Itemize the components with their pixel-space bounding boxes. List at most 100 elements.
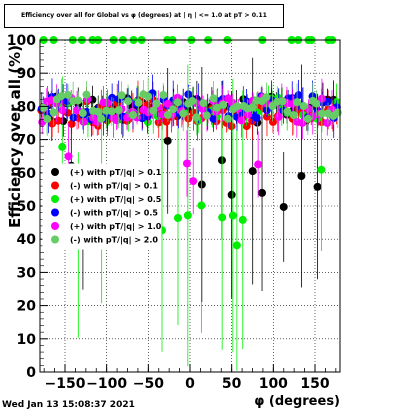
data-point bbox=[317, 109, 326, 118]
data-point bbox=[43, 114, 52, 123]
data-point bbox=[312, 99, 321, 108]
x-tick-label: −150 bbox=[45, 376, 86, 392]
data-point bbox=[117, 91, 126, 100]
data-point bbox=[293, 98, 302, 107]
data-point bbox=[189, 177, 198, 186]
data-point bbox=[199, 99, 208, 108]
data-point bbox=[298, 118, 307, 127]
data-point bbox=[244, 110, 253, 119]
data-point bbox=[323, 118, 332, 127]
data-point bbox=[219, 100, 228, 109]
data-point bbox=[333, 108, 342, 117]
legend-marker bbox=[51, 235, 59, 244]
data-point bbox=[188, 97, 197, 106]
data-point bbox=[58, 142, 67, 151]
y-tick-label: 80 bbox=[17, 99, 37, 115]
data-point bbox=[202, 111, 211, 120]
data-point bbox=[278, 97, 287, 106]
legend-label: (+) with pT/|q| > 1.0 bbox=[70, 222, 162, 231]
title-box: Efficiency over all for Global vs φ (deg… bbox=[4, 4, 284, 28]
data-point bbox=[252, 113, 261, 122]
data-point bbox=[237, 116, 246, 125]
data-point bbox=[258, 188, 267, 197]
data-point bbox=[248, 103, 257, 112]
y-axis: 0 10 20 30 40 50 60 70 80 90 100 bbox=[7, 33, 48, 381]
data-point bbox=[122, 113, 131, 122]
data-point bbox=[262, 93, 271, 102]
data-point bbox=[57, 92, 66, 101]
data-point bbox=[112, 116, 121, 125]
x-tick-label: 150 bbox=[300, 376, 329, 392]
y-tick-label: 90 bbox=[17, 66, 37, 82]
data-point bbox=[227, 190, 236, 199]
data-point bbox=[274, 112, 283, 121]
data-point bbox=[103, 99, 112, 108]
data-point bbox=[228, 211, 237, 220]
data-point bbox=[124, 97, 133, 106]
y-tick-label: 20 bbox=[17, 299, 37, 315]
data-point bbox=[64, 90, 73, 99]
data-point bbox=[74, 96, 83, 105]
data-point bbox=[97, 114, 106, 123]
data-point bbox=[299, 102, 308, 111]
data-point bbox=[93, 107, 102, 116]
legend-marker bbox=[51, 168, 59, 176]
data-point bbox=[163, 136, 172, 145]
data-point bbox=[152, 99, 161, 108]
y-tick-label: 40 bbox=[17, 232, 37, 248]
y-tick-label: 60 bbox=[17, 166, 37, 182]
data-point bbox=[213, 103, 222, 112]
data-point bbox=[279, 202, 288, 211]
data-point bbox=[313, 182, 322, 191]
x-axis-label: φ (degrees) bbox=[254, 394, 340, 409]
legend-label: (+) with pT/|q| > 0.1 bbox=[70, 168, 162, 177]
data-point bbox=[134, 98, 143, 107]
y-tick-label: 30 bbox=[17, 265, 37, 281]
data-point bbox=[144, 92, 153, 101]
timestamp: Wed Jan 13 15:08:37 2021 bbox=[2, 400, 135, 410]
x-tick-label: 100 bbox=[259, 376, 288, 392]
data-point bbox=[238, 215, 247, 224]
legend-marker bbox=[51, 208, 59, 217]
data-point bbox=[179, 109, 188, 118]
data-point bbox=[254, 160, 263, 169]
y-tick-label: 50 bbox=[17, 199, 37, 215]
y-tick-label: 70 bbox=[17, 133, 37, 149]
data-point bbox=[242, 122, 251, 131]
data-point bbox=[218, 213, 227, 222]
legend-marker bbox=[51, 222, 59, 230]
x-tick-label: −50 bbox=[133, 376, 164, 392]
data-point bbox=[297, 172, 306, 181]
data-point bbox=[197, 180, 206, 189]
data-point bbox=[173, 98, 182, 107]
y-tick-label: 10 bbox=[17, 332, 37, 348]
data-point bbox=[82, 90, 91, 99]
data-point bbox=[78, 109, 87, 118]
data-point bbox=[192, 113, 201, 122]
legend: (+) with pT/|q| > 0.1 (-) with pT/|q| > 0… bbox=[42, 163, 162, 250]
data-point bbox=[54, 116, 63, 125]
data-point bbox=[303, 114, 312, 123]
data-point bbox=[209, 114, 218, 123]
data-point bbox=[209, 94, 218, 103]
y-axis-label: Efficiency over all (%) bbox=[6, 45, 24, 228]
legend-marker bbox=[51, 181, 59, 190]
legend-label: (-) with pT/|q| > 2.0 bbox=[70, 236, 158, 245]
y-tick-label: 0 bbox=[26, 365, 36, 381]
data-point bbox=[163, 99, 172, 108]
chart-title: Efficiency over all for Global vs φ (deg… bbox=[21, 12, 267, 19]
data-point bbox=[227, 122, 236, 131]
x-tick-label: −100 bbox=[86, 376, 127, 392]
data-point bbox=[79, 117, 88, 126]
legend-marker bbox=[51, 195, 59, 203]
data-point bbox=[233, 102, 242, 111]
data-point bbox=[289, 111, 298, 120]
legend-label: (+) with pT/|q| > 0.5 bbox=[70, 195, 162, 204]
data-point bbox=[114, 106, 123, 115]
data-point bbox=[173, 214, 182, 223]
data-point bbox=[163, 110, 172, 119]
data-point bbox=[162, 117, 171, 126]
data-point bbox=[182, 159, 191, 168]
data-point bbox=[317, 165, 326, 174]
data-point bbox=[49, 108, 58, 117]
